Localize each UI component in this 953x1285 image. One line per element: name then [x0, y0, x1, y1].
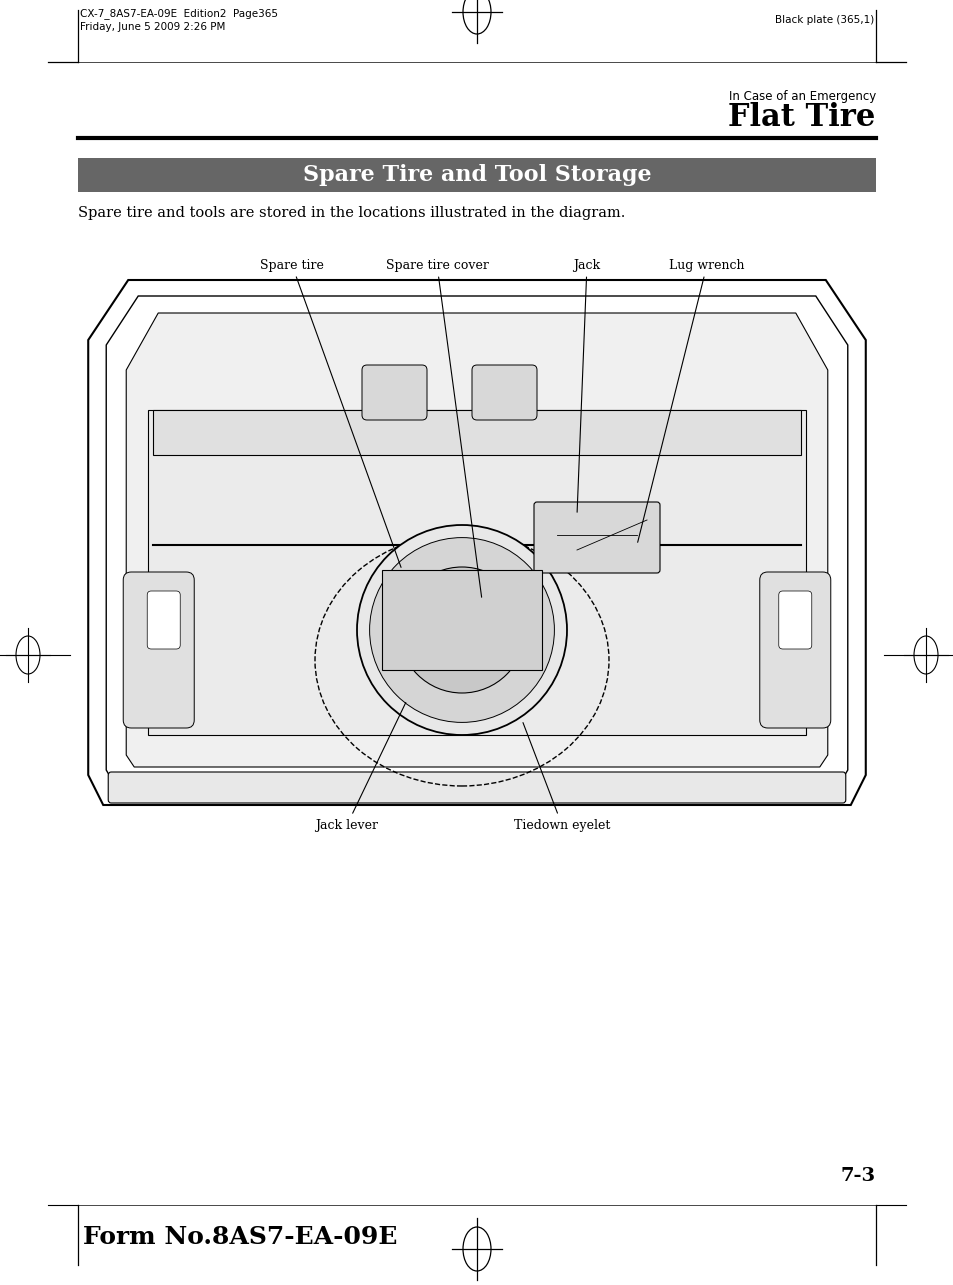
Bar	[78, 158, 875, 191]
FancyBboxPatch shape	[147, 591, 180, 649]
FancyBboxPatch shape	[472, 365, 537, 420]
FancyBboxPatch shape	[778, 591, 811, 649]
Circle shape	[425, 594, 498, 667]
Text: Tiedown eyelet: Tiedown eyelet	[514, 722, 610, 831]
FancyBboxPatch shape	[108, 772, 845, 803]
FancyBboxPatch shape	[361, 365, 427, 420]
Text: Spare Tire and Tool Storage: Spare Tire and Tool Storage	[302, 164, 651, 186]
Text: Friday, June 5 2009 2:26 PM: Friday, June 5 2009 2:26 PM	[80, 22, 225, 32]
FancyBboxPatch shape	[759, 572, 830, 729]
Polygon shape	[88, 280, 865, 804]
Text: Spare tire and tools are stored in the locations illustrated in the diagram.: Spare tire and tools are stored in the l…	[78, 206, 625, 220]
Text: Spare tire cover: Spare tire cover	[385, 258, 488, 598]
Bar	[153, 410, 800, 455]
Bar	[381, 571, 541, 669]
Text: Black plate (365,1): Black plate (365,1)	[774, 15, 873, 24]
Text: Jack: Jack	[573, 258, 600, 513]
Polygon shape	[126, 314, 827, 767]
Text: In Case of an Emergency: In Case of an Emergency	[728, 90, 875, 103]
Circle shape	[449, 617, 474, 642]
FancyBboxPatch shape	[534, 502, 659, 573]
Text: Lug wrench: Lug wrench	[637, 258, 744, 542]
Circle shape	[398, 567, 524, 693]
Polygon shape	[148, 410, 805, 735]
Circle shape	[369, 537, 554, 722]
Text: Spare tire: Spare tire	[260, 258, 400, 568]
Text: Jack lever: Jack lever	[315, 703, 405, 831]
Text: 7-3: 7-3	[840, 1167, 875, 1185]
Text: CX-7_8AS7-EA-09E  Edition2  Page365: CX-7_8AS7-EA-09E Edition2 Page365	[80, 8, 278, 19]
FancyBboxPatch shape	[123, 572, 194, 729]
Text: Flat Tire: Flat Tire	[728, 102, 875, 134]
Circle shape	[356, 526, 566, 735]
Text: Form No.8AS7-EA-09E: Form No.8AS7-EA-09E	[83, 1225, 397, 1249]
